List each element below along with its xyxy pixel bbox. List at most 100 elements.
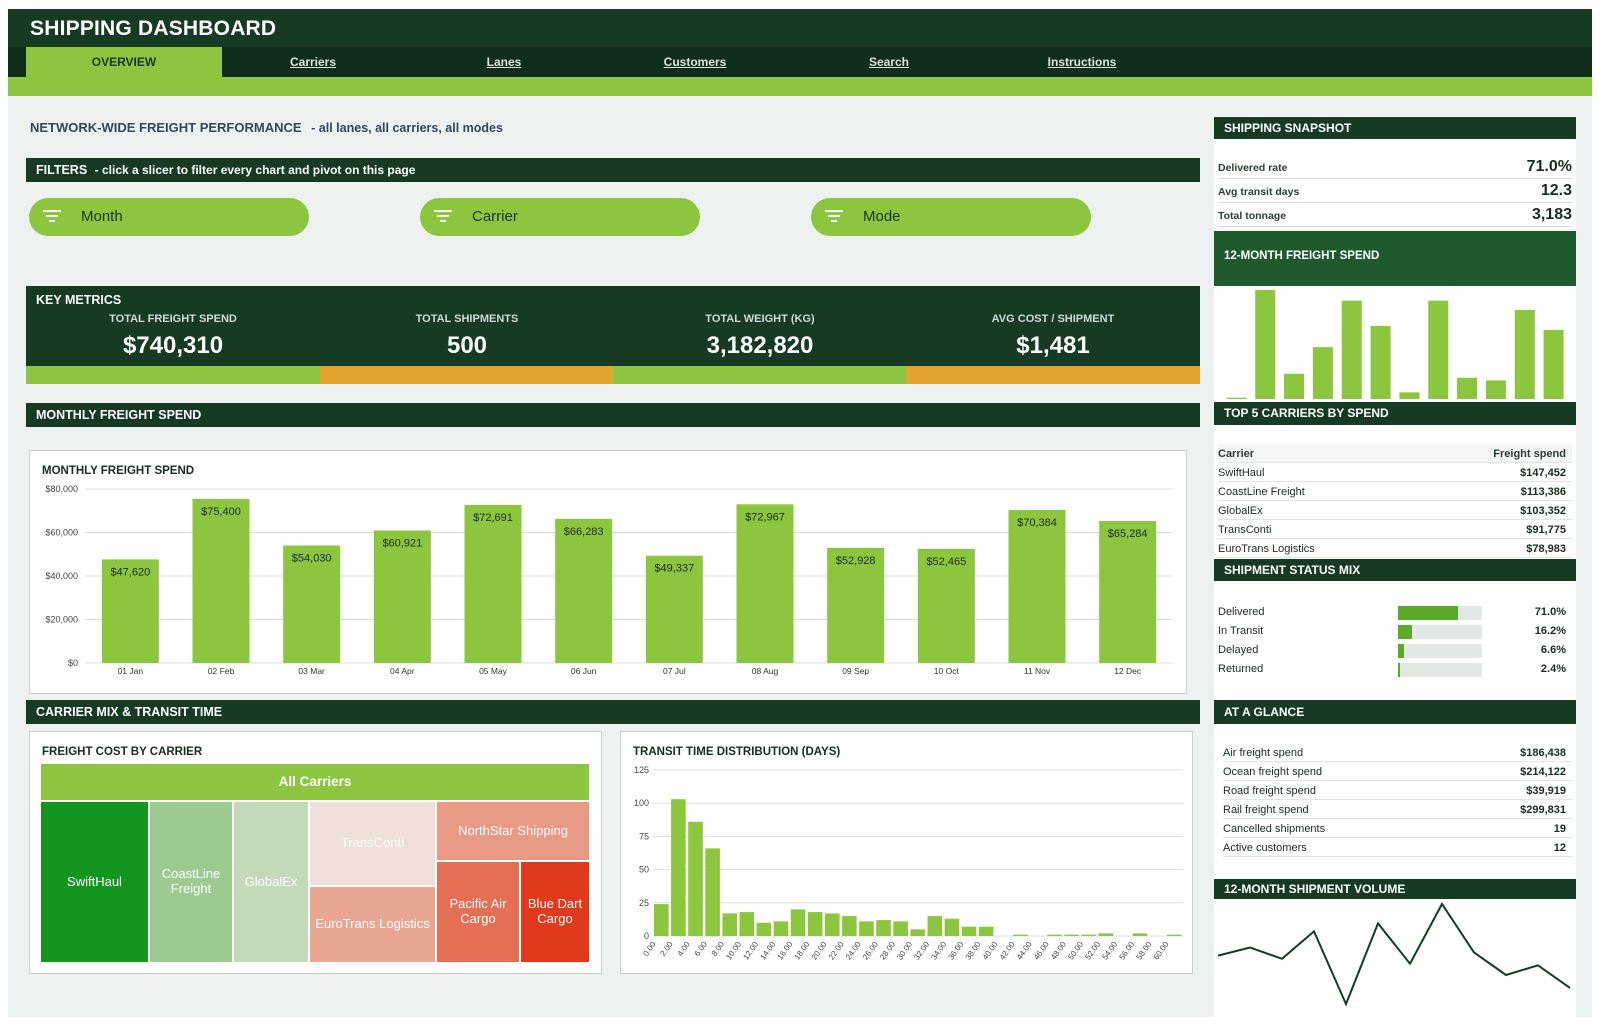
tab-search[interactable]: Search: [868, 55, 910, 69]
x-tick-label: 10.00: [724, 940, 743, 962]
y-tick-label: 50: [639, 865, 649, 875]
bar: [645, 555, 703, 663]
glance-value: $299,831: [1520, 804, 1566, 816]
treemap-cell: SwiftHaul: [41, 802, 150, 964]
volume-bar: 12-MONTH SHIPMENT VOLUME: [1214, 879, 1576, 899]
kpi-stripe: [26, 366, 320, 384]
table-row: Rail freight spend $299,831: [1223, 800, 1572, 819]
y-tick-label: 0: [644, 931, 649, 941]
bar: [827, 547, 885, 663]
glance-value: $39,919: [1526, 785, 1566, 797]
glance-label: Active customers: [1223, 842, 1307, 854]
tab-instructions[interactable]: Instructions: [1047, 55, 1117, 69]
x-tick-label: 2.00: [658, 940, 675, 958]
kpi-stripe: [320, 366, 614, 384]
filter-icon: [43, 210, 61, 224]
bar: [464, 504, 522, 663]
kpi-total-freight-spend: $740,310: [122, 332, 224, 359]
data-label: $72,967: [745, 511, 785, 523]
slicer-mode[interactable]: Mode: [811, 198, 1091, 236]
carrier-spend: $147,452: [1520, 467, 1566, 479]
performance-title: NETWORK-WIDE FREIGHT PERFORMANCE: [30, 120, 302, 135]
histogram-bar: [1098, 933, 1114, 936]
filters-title: FILTERS: [36, 163, 88, 177]
bar: [101, 559, 159, 663]
y-tick-label: $60,000: [45, 528, 78, 538]
volume-line-chart: [1217, 902, 1571, 1007]
x-tick-label: 12.00: [741, 940, 760, 962]
bar: [917, 548, 975, 663]
status-pct: 6.6%: [1540, 644, 1566, 656]
kpi-total-weight: 3,182,820: [706, 332, 814, 359]
data-label: $52,928: [836, 555, 876, 567]
x-tick-label: 22.00: [827, 940, 846, 962]
x-tick-label: 08 Aug: [752, 666, 779, 676]
bar: [736, 504, 794, 663]
data-label: $47,620: [110, 566, 150, 578]
histogram-bar: [705, 848, 720, 936]
tab-customers[interactable]: Customers: [663, 55, 727, 69]
mini-bar: [1428, 300, 1449, 399]
treemap-cell: Pacific Air Cargo: [437, 862, 521, 964]
x-tick-label: 07 Jul: [663, 666, 686, 676]
mini-bar: [1370, 325, 1391, 399]
slicer-label: Mode: [863, 208, 901, 225]
nav-accent-stripe: [8, 77, 1592, 96]
monthly-spend-chart: $0 $20,000 $40,000 $60,000 $80,000 $47,620 01 …: [45, 484, 1173, 676]
data-label: $60,921: [382, 537, 422, 549]
histogram-bar: [842, 916, 857, 936]
treemap-cell: CoastLine Freight: [150, 802, 234, 964]
col-spend: Freight spend: [1493, 448, 1566, 460]
table-row: GlobalEx $103,352: [1218, 501, 1572, 520]
bar: [192, 499, 250, 663]
treemap-cell: EuroTrans Logistics: [310, 887, 437, 964]
mini-bar: [1341, 300, 1362, 399]
filters-bar: FILTERS - click a slicer to filter every…: [26, 158, 1200, 182]
mini-bar: [1284, 373, 1305, 399]
tab-lanes[interactable]: Lanes: [486, 55, 522, 69]
data-label: $66,283: [564, 526, 604, 538]
treemap-panel: FREIGHT COST BY CARRIER All Carriers Swif…: [29, 731, 602, 974]
histogram-bar: [1081, 934, 1097, 936]
slicer-carrier[interactable]: Carrier: [420, 198, 700, 236]
tab-overview[interactable]: OVERVIEW: [26, 47, 222, 77]
status-bar: [1398, 644, 1482, 658]
status-row: In Transit 16.2%: [1218, 622, 1572, 640]
monthly-section-bar: MONTHLY FREIGHT SPEND: [26, 403, 1200, 427]
y-tick-label: $20,000: [45, 615, 78, 625]
histogram-bar: [722, 913, 737, 936]
status-mix-bar: SHIPMENT STATUS MIX: [1214, 559, 1576, 581]
x-tick-label: 18.00: [793, 940, 812, 962]
data-label: $54,030: [292, 552, 332, 564]
table-row: CoastLine Freight $113,386: [1218, 482, 1572, 501]
glance-label: Rail freight spend: [1223, 804, 1309, 816]
table-row: Cancelled shipments 19: [1223, 819, 1572, 838]
carrier-treemap: All Carriers SwiftHaul CoastLine Freight Gl…: [41, 764, 591, 964]
y-tick-label: $0: [68, 658, 78, 668]
filter-icon: [434, 210, 452, 224]
histogram-bar: [910, 929, 926, 936]
snapshot-row: Delivered rate 71.0%: [1218, 155, 1572, 179]
x-tick-label: 58.00: [1135, 940, 1154, 962]
key-metrics-panel: KEY METRICS TOTAL FREIGHT SPEND $740,310…: [26, 286, 1200, 384]
histogram-bar: [671, 799, 686, 936]
transit-panel: TRANSIT TIME DISTRIBUTION (DAYS) 0 25 50 75…: [620, 731, 1193, 974]
dashboard-title: SHIPPING DASHBOARD: [30, 17, 277, 40]
at-a-glance-bar: AT A GLANCE: [1214, 700, 1576, 724]
glance-value: 19: [1553, 823, 1566, 835]
right-sidebar: SHIPPING SNAPSHOT Delivered rate 71.0% A…: [1214, 116, 1576, 1017]
kpi-label: TOTAL SHIPMENTS: [415, 313, 519, 325]
tab-carriers[interactable]: Carriers: [289, 55, 337, 69]
slicer-month[interactable]: Month: [29, 198, 309, 236]
glance-label: Ocean freight spend: [1223, 766, 1323, 778]
x-tick-label: 26.00: [861, 940, 880, 962]
glance-label: Road freight spend: [1223, 785, 1316, 797]
status-pct: 16.2%: [1534, 625, 1566, 637]
slicer-label: Carrier: [472, 208, 518, 225]
kpi-avg-cost: $1,481: [1016, 332, 1090, 359]
status-label: Delivered: [1218, 606, 1265, 618]
histogram-bar: [876, 920, 891, 936]
status-bar: [1398, 663, 1482, 677]
histogram-bar: [944, 918, 960, 936]
y-tick-label: 25: [639, 898, 649, 908]
